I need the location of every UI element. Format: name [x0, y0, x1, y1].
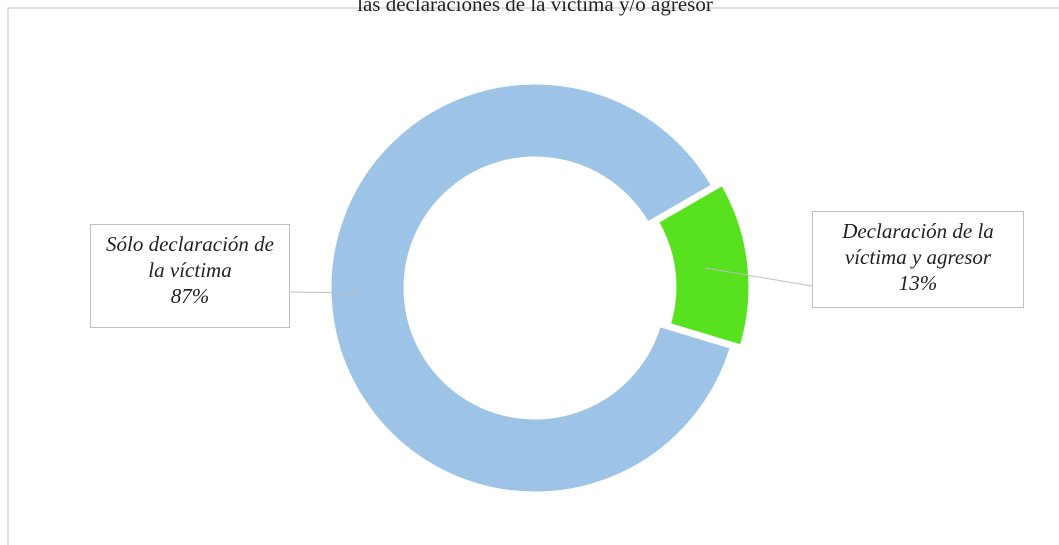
data-label: Sólo declaración de la víctima 87%	[90, 224, 290, 328]
data-label: Declaración de la víctima y agresor 13%	[812, 211, 1024, 308]
chart-border	[7, 7, 1059, 545]
chart-title: las declaraciones de la víctima y/o agre…	[357, 0, 713, 16]
category-label: Sólo declaración de la víctima	[106, 232, 274, 282]
category-label: Declaración de la víctima y agresor	[842, 219, 994, 269]
donut-slice	[328, 81, 734, 495]
value-label: 87%	[170, 284, 210, 308]
donut-slice	[655, 182, 752, 348]
leader-line	[704, 267, 813, 287]
value-label: 13%	[898, 271, 938, 295]
leader-line	[289, 291, 361, 294]
